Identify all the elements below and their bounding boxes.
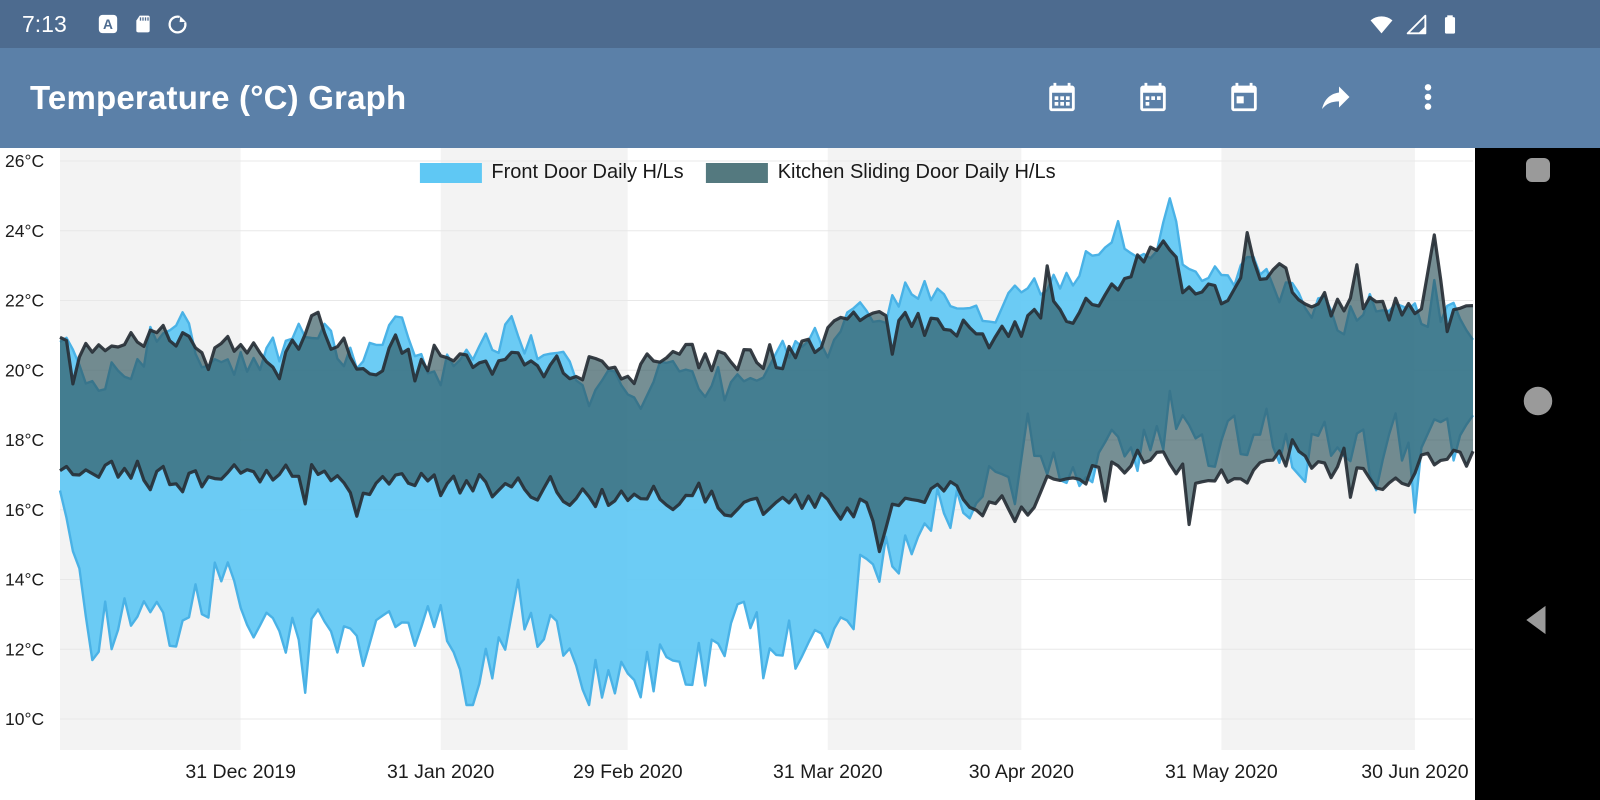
- recents-button[interactable]: [1520, 152, 1556, 191]
- legend-item-kitchen-sliding-door[interactable]: Kitchen Sliding Door Daily H/Ls: [705, 161, 1056, 184]
- x-axis-tick-label: 31 May 2020: [1165, 761, 1278, 783]
- calendar-month-button[interactable]: [1045, 80, 1079, 117]
- status-bar-left: 7:13 A: [22, 11, 188, 38]
- y-axis-tick-label: 20°C: [5, 360, 44, 380]
- a-app-badge-icon: A: [97, 13, 119, 35]
- recents-icon: [1520, 152, 1556, 191]
- temperature-chart[interactable]: 26°C 24°C 22°C 20°C 18°C 16°C 14°C 12°C 10°C 31 D…: [0, 148, 1475, 800]
- wifi-icon: [1369, 12, 1394, 37]
- legend-swatch-front-door: [419, 162, 482, 183]
- legend-label-kitchen-sliding-door: Kitchen Sliding Door Daily H/Ls: [777, 161, 1056, 183]
- chart-legend: Front Door Daily H/Ls Kitchen Sliding Do…: [419, 161, 1056, 184]
- data-saver-icon: [167, 14, 188, 35]
- kitchen-sliding-door-daily-h-ls-band: [60, 232, 1473, 552]
- home-button[interactable]: [1519, 382, 1557, 423]
- x-axis-tick-label: 31 Mar 2020: [773, 761, 883, 783]
- legend-item-front-door[interactable]: Front Door Daily H/Ls: [419, 161, 684, 184]
- y-axis-tick-label: 12°C: [5, 639, 44, 659]
- page-title: Temperature (°C) Graph: [30, 79, 407, 116]
- back-icon: [1518, 600, 1558, 643]
- status-bar-right: [1369, 12, 1461, 37]
- overflow-menu-button[interactable]: [1411, 80, 1445, 117]
- calendar-day-button[interactable]: [1227, 80, 1261, 117]
- share-button[interactable]: [1318, 79, 1354, 118]
- battery-icon: [1439, 12, 1461, 37]
- svg-text:A: A: [103, 17, 113, 32]
- share-icon: [1318, 79, 1354, 118]
- app-bar: Temperature (°C) Graph: [0, 48, 1600, 148]
- calendar-week-icon: [1136, 80, 1170, 117]
- y-axis-tick-label: 26°C: [5, 151, 44, 171]
- y-axis-tick-label: 18°C: [5, 430, 44, 450]
- x-axis-tick-label: 30 Apr 2020: [969, 761, 1074, 783]
- y-axis-tick-label: 24°C: [5, 221, 44, 241]
- status-bar-content: 7:13 A: [0, 0, 1475, 48]
- app-bar-actions: [1045, 79, 1445, 118]
- kitchen-sliding-door-daily-h-ls-high-line: [59, 231, 1474, 386]
- x-axis-tick-label: 31 Jan 2020: [387, 761, 495, 783]
- y-axis-tick-label: 22°C: [5, 291, 44, 311]
- y-axis-tick-label: 16°C: [5, 500, 44, 520]
- x-axis-tick-label: 31 Dec 2019: [185, 761, 296, 783]
- legend-swatch-kitchen-sliding-door: [705, 162, 768, 183]
- home-icon: [1519, 382, 1557, 423]
- status-time: 7:13: [22, 10, 67, 37]
- app-bar-content: Temperature (°C) Graph: [0, 48, 1475, 148]
- sd-card-icon: [133, 13, 153, 35]
- kitchen-sliding-door-daily-h-ls-low-line: [59, 438, 1475, 554]
- cell-signal-icon: [1404, 12, 1429, 37]
- calendar-day-icon: [1227, 80, 1261, 117]
- legend-label-front-door: Front Door Daily H/Ls: [491, 161, 684, 183]
- status-bar: 7:13 A: [0, 0, 1600, 48]
- overflow-menu-icon: [1411, 80, 1445, 117]
- y-axis-tick-label: 14°C: [5, 570, 44, 590]
- x-axis-tick-label: 30 Jun 2020: [1361, 761, 1469, 783]
- y-axis-tick-label: 10°C: [5, 709, 44, 729]
- x-axis-tick-label: 29 Feb 2020: [573, 761, 683, 783]
- navigation-bar: [1475, 148, 1600, 800]
- chart-area: 26°C 24°C 22°C 20°C 18°C 16°C 14°C 12°C 10°C 31 D…: [0, 148, 1475, 800]
- back-button[interactable]: [1518, 600, 1558, 643]
- calendar-month-icon: [1045, 80, 1079, 117]
- calendar-week-button[interactable]: [1136, 80, 1170, 117]
